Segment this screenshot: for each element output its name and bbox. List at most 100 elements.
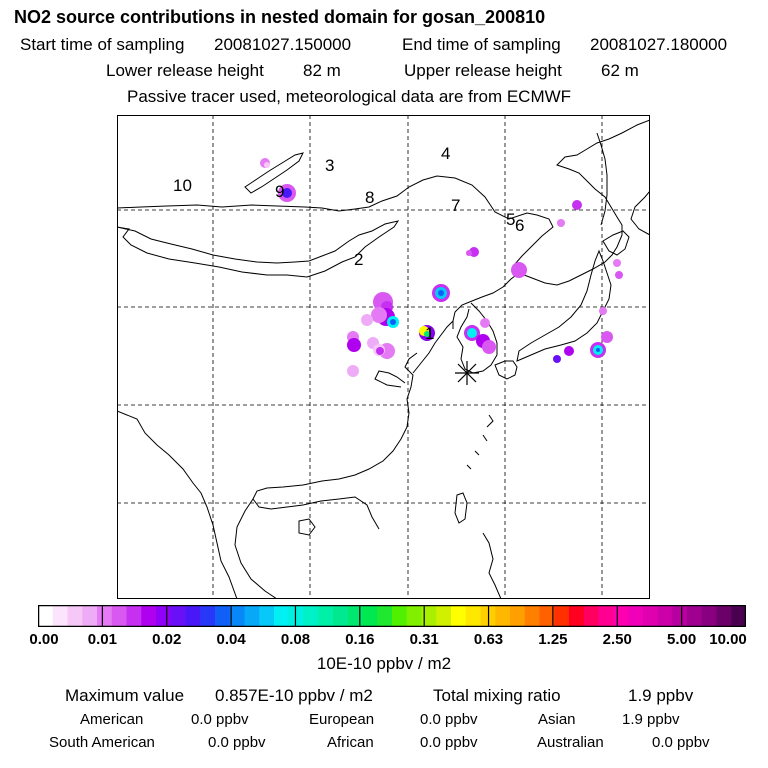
region-label-10: 10 [173, 176, 192, 195]
colorbar-swatch [333, 605, 349, 627]
colorbar-swatch [657, 605, 673, 627]
concentration-map: 10 9 3 8 4 7 5 6 2 1 [117, 115, 650, 599]
colorbar-swatch [451, 605, 467, 627]
colorbar-tick-label: 2.50 [602, 631, 632, 648]
colorbar-swatch [701, 605, 717, 627]
region-value-australian: 0.0 ppbv [652, 734, 710, 751]
region-label-4: 4 [441, 144, 450, 163]
lower-release-value: 82 m [303, 61, 341, 80]
colorbar-tick-label: 0.08 [280, 631, 311, 648]
china-coast [252, 352, 418, 530]
colorbar-swatch [731, 605, 746, 627]
colorbar-swatch [126, 605, 142, 627]
colorbar-swatch [716, 605, 732, 627]
coastlines-and-borders [117, 119, 650, 599]
region-label-3: 3 [325, 156, 334, 175]
region-label-1: 1 [425, 324, 434, 343]
start-time-value: 20081027.150000 [214, 35, 352, 54]
colorbar-swatch [539, 605, 555, 627]
colorbar-swatch [362, 605, 378, 627]
colorbar-swatch [318, 605, 334, 627]
colorbar-swatch [554, 605, 570, 627]
concentration-field [260, 158, 623, 377]
graticule [117, 115, 650, 599]
region-label-2: 2 [354, 250, 363, 269]
shandong-coast [374, 370, 406, 388]
east-coast [452, 119, 650, 329]
end-time-value: 20081027.180000 [590, 35, 728, 54]
colorbar-swatch [52, 605, 68, 627]
ryukyu-islands [466, 414, 494, 470]
region-label-5: 5 [506, 210, 515, 229]
colorbar [38, 605, 746, 627]
colorbar-swatch [495, 605, 511, 627]
colorbar-swatch [465, 605, 481, 627]
philippines [482, 532, 502, 599]
upper-release-label: Upper release height [404, 61, 562, 80]
colorbar-swatch [510, 605, 526, 627]
hainan [298, 518, 316, 536]
colorbar-swatch [38, 605, 54, 627]
korean-peninsula [456, 302, 498, 374]
colorbar-dividers [101, 605, 683, 627]
colorbar-swatch [288, 605, 304, 627]
colorbar-swatch [229, 605, 245, 627]
region-value-south-american: 0.0 ppbv [208, 734, 266, 751]
region-label-7: 7 [451, 196, 460, 215]
colorbar-swatch [170, 605, 186, 627]
japan-kyushu [494, 360, 518, 380]
colorbar-tick-label: 5.00 [667, 631, 697, 648]
region-value-european: 0.0 ppbv [420, 711, 478, 728]
upper-release-value: 62 m [601, 61, 639, 80]
start-time-label: Start time of sampling [20, 35, 185, 54]
tracer-note: Passive tracer used, meteorological data… [127, 87, 572, 106]
colorbar-tick-label: 10.00 [709, 631, 747, 648]
colorbar-unit: 10E-10 ppbv / m2 [316, 654, 452, 673]
max-value: 0.857E-10 ppbv / m2 [215, 686, 373, 705]
colorbar-tick-label: 0.31 [409, 631, 439, 648]
lower-release-label: Lower release height [106, 61, 264, 80]
colorbar-tick-label: 0.63 [473, 631, 504, 648]
colorbar-swatch [215, 605, 231, 627]
baikal-lake [244, 152, 304, 194]
page-title: NO2 source contributions in nested domai… [14, 7, 546, 27]
japan-honshu [516, 249, 612, 362]
region-label-9: 9 [275, 182, 284, 201]
colorbar-swatch [406, 605, 422, 627]
region-name-south-american: South American [49, 734, 155, 751]
colorbar-tick-label: 0.04 [216, 631, 246, 648]
bohai-coast [412, 320, 454, 374]
colorbar-swatch [303, 605, 319, 627]
region-value-american: 0.0 ppbv [191, 711, 249, 728]
indochina-border [234, 498, 278, 599]
receptor-asterisk-icon [455, 361, 479, 385]
colorbar-swatch [347, 605, 363, 627]
colorbar-frame [38, 605, 746, 627]
region-label-8: 8 [365, 188, 374, 207]
colorbar-swatches [38, 605, 746, 627]
total-mixing-value: 1.9 ppbv [628, 686, 694, 705]
colorbar-swatch [672, 605, 688, 627]
kamchatka [630, 190, 650, 236]
region-name-australian: Australian [537, 734, 604, 751]
region-name-european: European [309, 711, 375, 728]
colorbar-swatch [392, 605, 408, 627]
colorbar-swatch [436, 605, 452, 627]
colorbar-swatch [524, 605, 540, 627]
region-value-asian: 1.9 ppbv [622, 711, 680, 728]
colorbar-tick-label: 0.00 [29, 631, 59, 648]
region-value-african: 0.0 ppbv [420, 734, 478, 751]
colorbar-tick-label: 0.02 [152, 631, 182, 648]
colorbar-swatch [642, 605, 658, 627]
colorbar-swatch [200, 605, 216, 627]
region-label-6: 6 [515, 216, 524, 235]
region-name-american: American [80, 711, 144, 728]
region-name-asian: Asian [538, 711, 576, 728]
japan-hokkaido [602, 230, 630, 256]
colorbar-swatch [111, 605, 127, 627]
colorbar-swatch [274, 605, 290, 627]
total-mixing-label: Total mixing ratio [433, 686, 561, 705]
region-labels: 10 9 3 8 4 7 5 6 2 1 [173, 144, 524, 343]
colorbar-swatch [156, 605, 172, 627]
colorbar-swatch [185, 605, 201, 627]
